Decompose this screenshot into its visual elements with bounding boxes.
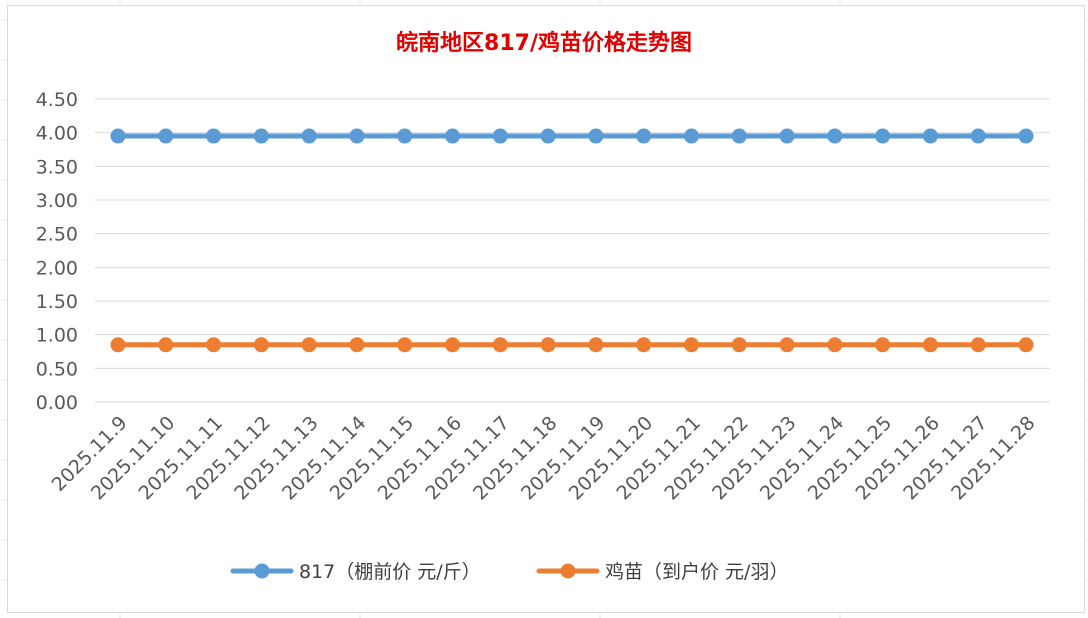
data-point[interactable] bbox=[445, 337, 461, 353]
legend-label: 鸡苗（到户价 元/羽） bbox=[605, 561, 788, 583]
legend-swatch-marker bbox=[254, 563, 270, 579]
legend-swatch-marker bbox=[560, 563, 576, 579]
data-point[interactable] bbox=[827, 128, 843, 144]
data-point[interactable] bbox=[779, 128, 795, 144]
data-point[interactable] bbox=[970, 128, 986, 144]
legend-item-0[interactable]: 817（棚前价 元/斤） bbox=[230, 561, 481, 583]
data-point[interactable] bbox=[779, 337, 795, 353]
data-point[interactable] bbox=[683, 337, 699, 353]
data-point[interactable] bbox=[349, 337, 365, 353]
data-point[interactable] bbox=[301, 337, 317, 353]
data-point[interactable] bbox=[731, 128, 747, 144]
y-tick-label: 0.50 bbox=[36, 358, 78, 380]
data-point[interactable] bbox=[875, 337, 891, 353]
data-point[interactable] bbox=[636, 337, 652, 353]
y-tick-label: 4.00 bbox=[36, 123, 78, 145]
legend-label: 817（棚前价 元/斤） bbox=[299, 561, 481, 583]
data-point[interactable] bbox=[492, 337, 508, 353]
chart-area[interactable] bbox=[7, 5, 1085, 613]
data-point[interactable] bbox=[301, 128, 317, 144]
data-point[interactable] bbox=[922, 337, 938, 353]
legend: 817（棚前价 元/斤） 鸡苗（到户价 元/羽） bbox=[230, 561, 788, 583]
data-point[interactable] bbox=[206, 128, 222, 144]
data-point[interactable] bbox=[970, 337, 986, 353]
legend-item-1[interactable]: 鸡苗（到户价 元/羽） bbox=[536, 561, 788, 583]
data-point[interactable] bbox=[158, 337, 174, 353]
data-point[interactable] bbox=[827, 337, 843, 353]
x-axis: 2025.11.92025.11.102025.11.112025.11.122… bbox=[48, 412, 1040, 504]
data-point[interactable] bbox=[206, 337, 222, 353]
data-point[interactable] bbox=[540, 128, 556, 144]
data-point[interactable] bbox=[1018, 337, 1034, 353]
data-point[interactable] bbox=[588, 337, 604, 353]
series-layer bbox=[110, 128, 1034, 353]
series-0 bbox=[110, 128, 1034, 144]
y-tick-label: 1.00 bbox=[36, 325, 78, 347]
chart-title: 皖南地区817/鸡苗价格走势图 bbox=[396, 30, 692, 56]
data-point[interactable] bbox=[922, 128, 938, 144]
data-point[interactable] bbox=[110, 128, 126, 144]
data-point[interactable] bbox=[445, 128, 461, 144]
data-point[interactable] bbox=[349, 128, 365, 144]
y-axis: 0.00 0.50 1.00 1.50 2.00 2.50 3.00 3.50 4.00 4.50 bbox=[36, 89, 78, 414]
data-point[interactable] bbox=[253, 337, 269, 353]
gridlines bbox=[95, 98, 1050, 403]
y-tick-label: 0.00 bbox=[36, 392, 78, 414]
y-tick-label: 1.50 bbox=[36, 291, 78, 313]
data-point[interactable] bbox=[540, 337, 556, 353]
y-tick-label: 4.50 bbox=[36, 89, 78, 111]
series-1 bbox=[110, 337, 1034, 353]
data-point[interactable] bbox=[253, 128, 269, 144]
data-point[interactable] bbox=[492, 128, 508, 144]
data-point[interactable] bbox=[158, 128, 174, 144]
data-point[interactable] bbox=[397, 128, 413, 144]
data-point[interactable] bbox=[636, 128, 652, 144]
data-point[interactable] bbox=[397, 337, 413, 353]
data-point[interactable] bbox=[731, 337, 747, 353]
data-point[interactable] bbox=[683, 128, 699, 144]
y-tick-label: 2.50 bbox=[36, 224, 78, 246]
data-point[interactable] bbox=[110, 337, 126, 353]
data-point[interactable] bbox=[1018, 128, 1034, 144]
y-tick-label: 3.50 bbox=[36, 156, 78, 178]
data-point[interactable] bbox=[875, 128, 891, 144]
y-tick-label: 2.00 bbox=[36, 257, 78, 279]
data-point[interactable] bbox=[588, 128, 604, 144]
y-tick-label: 3.00 bbox=[36, 190, 78, 212]
